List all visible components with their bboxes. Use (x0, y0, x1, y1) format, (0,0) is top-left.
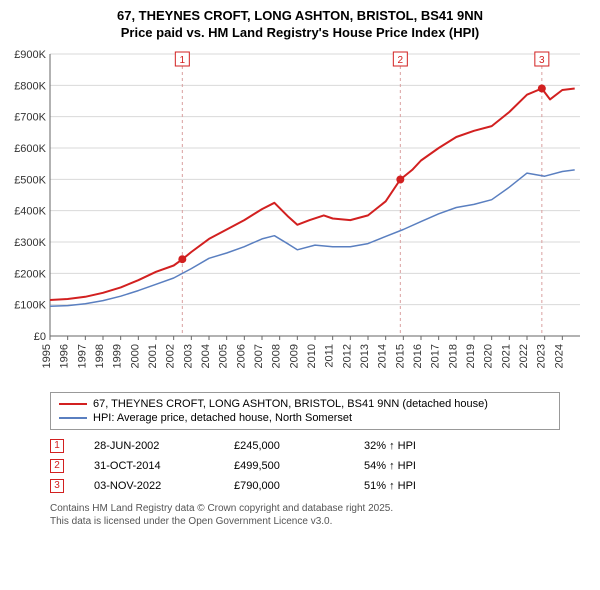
footer-line-1: Contains HM Land Registry data © Crown c… (50, 502, 590, 515)
svg-text:2014: 2014 (377, 344, 389, 368)
legend-swatch (59, 403, 87, 405)
legend-swatch (59, 417, 87, 419)
svg-text:2011: 2011 (324, 344, 336, 368)
svg-text:2023: 2023 (536, 344, 548, 368)
svg-text:£400K: £400K (14, 205, 46, 217)
svg-text:2012: 2012 (341, 344, 353, 368)
svg-text:2016: 2016 (412, 344, 424, 368)
sale-pct: 32% ↑ HPI (364, 440, 484, 452)
svg-text:2017: 2017 (430, 344, 442, 368)
svg-text:2007: 2007 (253, 344, 265, 368)
svg-text:2009: 2009 (288, 344, 300, 368)
chart-plot: £0 £100K £200K £300K £400K £500K £600K £700K £80… (10, 46, 590, 386)
svg-text:£100K: £100K (14, 299, 46, 311)
svg-text:2013: 2013 (359, 344, 371, 368)
svg-text:3: 3 (539, 55, 545, 66)
svg-text:£800K: £800K (14, 80, 46, 92)
sale-date: 31-OCT-2014 (94, 460, 204, 472)
sale-date: 03-NOV-2022 (94, 480, 204, 492)
svg-text:2015: 2015 (394, 344, 406, 368)
svg-text:1996: 1996 (59, 344, 71, 368)
svg-text:£300K: £300K (14, 237, 46, 249)
svg-text:1: 1 (180, 55, 186, 66)
sales-table: 1 28-JUN-2002 £245,000 32% ↑ HPI 2 31-OCT-201… (50, 436, 560, 496)
sale-price: £790,000 (234, 480, 334, 492)
svg-text:2003: 2003 (182, 344, 194, 368)
footer-line-2: This data is licensed under the Open Gov… (50, 515, 590, 528)
svg-text:2019: 2019 (465, 344, 477, 368)
svg-text:1997: 1997 (76, 344, 88, 368)
svg-text:£700K: £700K (14, 111, 46, 123)
svg-text:2002: 2002 (165, 344, 177, 368)
sale-pct: 54% ↑ HPI (364, 460, 484, 472)
title-line-2: Price paid vs. HM Land Registry's House … (10, 25, 590, 42)
chart-container: 67, THEYNES CROFT, LONG ASHTON, BRISTOL,… (0, 0, 600, 532)
svg-text:2001: 2001 (147, 344, 159, 368)
sale-marker-box: 3 (50, 479, 64, 493)
svg-text:2024: 2024 (553, 344, 565, 368)
legend: 67, THEYNES CROFT, LONG ASHTON, BRISTOL,… (50, 392, 560, 430)
svg-text:£200K: £200K (14, 268, 46, 280)
svg-text:2: 2 (398, 55, 404, 66)
svg-text:£900K: £900K (14, 49, 46, 61)
title-line-1: 67, THEYNES CROFT, LONG ASHTON, BRISTOL,… (10, 8, 590, 25)
sale-row: 2 31-OCT-2014 £499,500 54% ↑ HPI (50, 456, 560, 476)
svg-text:2010: 2010 (306, 344, 318, 368)
svg-text:£600K: £600K (14, 143, 46, 155)
sale-row: 1 28-JUN-2002 £245,000 32% ↑ HPI (50, 436, 560, 456)
svg-text:1999: 1999 (112, 344, 124, 368)
svg-text:2004: 2004 (200, 344, 212, 368)
chart-title: 67, THEYNES CROFT, LONG ASHTON, BRISTOL,… (10, 8, 590, 42)
sale-marker-box: 1 (50, 439, 64, 453)
svg-text:2000: 2000 (129, 344, 141, 368)
legend-label: HPI: Average price, detached house, Nort… (93, 412, 352, 424)
svg-text:£0: £0 (34, 331, 46, 343)
svg-text:2021: 2021 (500, 344, 512, 368)
svg-text:1998: 1998 (94, 344, 106, 368)
sale-pct: 51% ↑ HPI (364, 480, 484, 492)
svg-text:2005: 2005 (218, 344, 230, 368)
svg-text:2020: 2020 (483, 344, 495, 368)
legend-row: HPI: Average price, detached house, Nort… (59, 411, 551, 425)
sale-marker-box: 2 (50, 459, 64, 473)
sale-price: £245,000 (234, 440, 334, 452)
svg-text:2022: 2022 (518, 344, 530, 368)
svg-text:1995: 1995 (41, 344, 53, 368)
svg-text:2018: 2018 (447, 344, 459, 368)
sale-date: 28-JUN-2002 (94, 440, 204, 452)
sale-row: 3 03-NOV-2022 £790,000 51% ↑ HPI (50, 476, 560, 496)
svg-text:2006: 2006 (235, 344, 247, 368)
chart-svg: £0 £100K £200K £300K £400K £500K £600K £700K £80… (10, 46, 590, 386)
svg-text:£500K: £500K (14, 174, 46, 186)
sale-price: £499,500 (234, 460, 334, 472)
svg-text:2008: 2008 (271, 344, 283, 368)
legend-row: 67, THEYNES CROFT, LONG ASHTON, BRISTOL,… (59, 397, 551, 411)
footer: Contains HM Land Registry data © Crown c… (50, 502, 590, 528)
legend-label: 67, THEYNES CROFT, LONG ASHTON, BRISTOL,… (93, 398, 488, 410)
